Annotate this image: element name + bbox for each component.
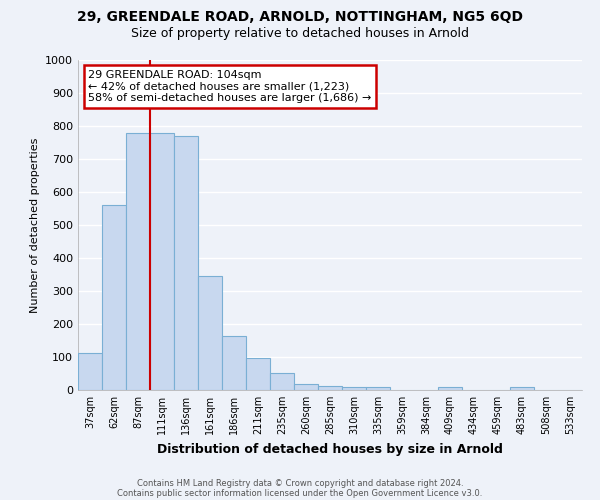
- Bar: [78, 353, 102, 390]
- Bar: [174, 136, 198, 390]
- Text: 29, GREENDALE ROAD, ARNOLD, NOTTINGHAM, NG5 6QD: 29, GREENDALE ROAD, ARNOLD, NOTTINGHAM, …: [77, 10, 523, 24]
- X-axis label: Distribution of detached houses by size in Arnold: Distribution of detached houses by size …: [157, 442, 503, 456]
- Text: Contains public sector information licensed under the Open Government Licence v3: Contains public sector information licen…: [118, 488, 482, 498]
- Bar: [270, 372, 294, 390]
- Text: 29 GREENDALE ROAD: 104sqm
← 42% of detached houses are smaller (1,223)
58% of se: 29 GREENDALE ROAD: 104sqm ← 42% of detac…: [88, 70, 371, 103]
- Bar: [198, 276, 222, 390]
- Bar: [438, 388, 462, 390]
- Bar: [510, 388, 534, 390]
- Y-axis label: Number of detached properties: Number of detached properties: [29, 138, 40, 312]
- Bar: [102, 205, 126, 390]
- Bar: [246, 358, 270, 390]
- Bar: [318, 386, 342, 390]
- Bar: [150, 132, 174, 390]
- Bar: [126, 132, 150, 390]
- Bar: [222, 336, 246, 390]
- Text: Size of property relative to detached houses in Arnold: Size of property relative to detached ho…: [131, 28, 469, 40]
- Text: Contains HM Land Registry data © Crown copyright and database right 2024.: Contains HM Land Registry data © Crown c…: [137, 478, 463, 488]
- Bar: [294, 384, 318, 390]
- Bar: [342, 386, 366, 390]
- Bar: [366, 388, 390, 390]
